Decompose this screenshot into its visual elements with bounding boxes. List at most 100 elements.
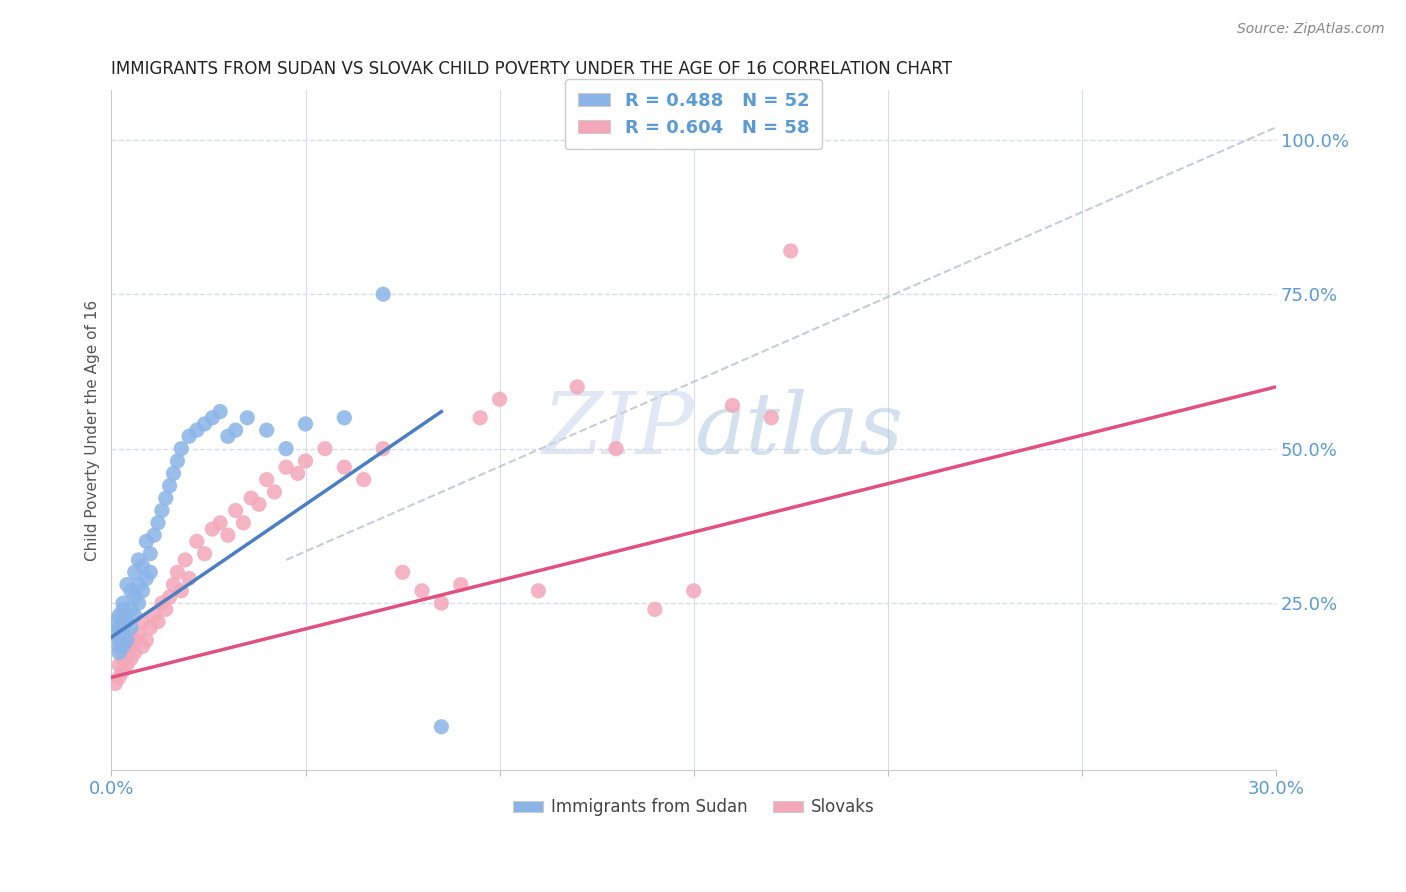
Point [155,491,177,505]
Point [162,577,184,591]
Point [225,423,247,437]
Point [104,676,127,690]
Point [236,410,259,425]
Point [124,646,146,660]
Point [294,417,316,431]
Point [108,670,131,684]
Point [128,553,150,567]
Point [682,583,704,598]
Point [247,497,270,511]
Point [146,615,169,629]
Point [217,429,239,443]
Point [131,615,153,629]
Point [314,442,336,456]
Point [112,652,135,666]
Point [108,608,131,623]
Point [115,657,138,672]
Point [232,516,254,530]
Point [108,640,131,654]
Point [135,633,157,648]
Point [373,287,395,301]
Point [146,516,169,530]
Point [112,627,135,641]
Point [470,410,492,425]
Point [115,577,138,591]
Point [240,491,263,505]
Point [124,608,146,623]
Point [139,547,162,561]
Point [294,454,316,468]
Point [128,627,150,641]
Point [186,423,208,437]
Point [108,633,131,648]
Point [201,522,224,536]
Legend: Immigrants from Sudan, Slovaks: Immigrants from Sudan, Slovaks [506,791,882,822]
Point [131,559,153,574]
Point [605,442,627,456]
Point [274,460,297,475]
Point [104,615,127,629]
Point [411,583,433,598]
Point [201,410,224,425]
Point [124,633,146,648]
Point [135,534,157,549]
Point [131,583,153,598]
Point [131,640,153,654]
Point [721,399,744,413]
Point [177,429,200,443]
Point [761,410,783,425]
Point [430,596,453,610]
Point [112,664,135,678]
Point [104,627,127,641]
Point [155,602,177,616]
Point [527,583,550,598]
Point [120,602,142,616]
Point [115,615,138,629]
Point [779,244,801,258]
Text: ZIP: ZIP [541,389,693,472]
Point [644,602,666,616]
Point [274,442,297,456]
Point [333,410,356,425]
Point [108,646,131,660]
Point [120,621,142,635]
Point [225,503,247,517]
Point [186,534,208,549]
Point [174,553,197,567]
Point [488,392,510,407]
Point [120,583,142,598]
Point [120,640,142,654]
Point [209,516,232,530]
Point [391,566,413,580]
Point [108,621,131,635]
Point [450,577,472,591]
Point [256,473,278,487]
Point [209,404,232,418]
Point [139,566,162,580]
Point [217,528,239,542]
Point [162,467,184,481]
Point [287,467,309,481]
Point [139,621,162,635]
Point [159,479,181,493]
Point [115,633,138,648]
Point [159,590,181,604]
Point [150,503,173,517]
Point [194,547,217,561]
Point [112,615,135,629]
Point [124,590,146,604]
Point [194,417,217,431]
Point [120,652,142,666]
Point [177,571,200,585]
Point [108,657,131,672]
Point [170,442,193,456]
Point [112,596,135,610]
Point [150,596,173,610]
Text: IMMIGRANTS FROM SUDAN VS SLOVAK CHILD POVERTY UNDER THE AGE OF 16 CORRELATION CH: IMMIGRANTS FROM SUDAN VS SLOVAK CHILD PO… [111,60,952,78]
Point [263,484,285,499]
Y-axis label: Child Poverty Under the Age of 16: Child Poverty Under the Age of 16 [86,300,100,561]
Point [373,442,395,456]
Point [115,646,138,660]
Point [166,454,188,468]
Text: atlas: atlas [693,389,903,472]
